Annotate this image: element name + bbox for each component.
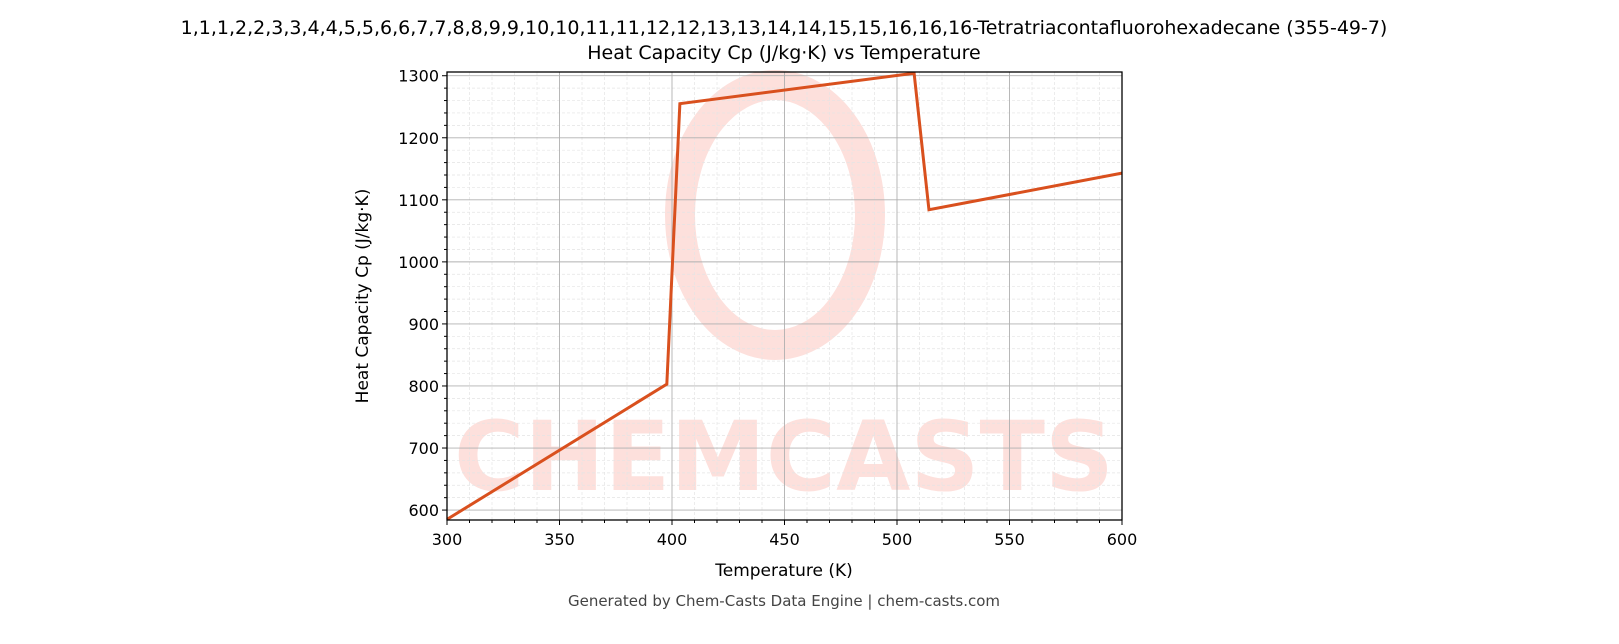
watermark-text: CHEMCASTS <box>454 401 1114 513</box>
x-axis-label: Temperature (K) <box>714 561 853 581</box>
y-tick-label: 800 <box>408 377 439 396</box>
watermark: CHEMCASTS <box>454 70 1114 513</box>
y-tick-label: 1000 <box>398 253 439 272</box>
y-tick-label: 1100 <box>398 191 439 210</box>
y-tick-label: 900 <box>408 315 439 334</box>
chart-title: 1,1,1,2,2,3,3,4,4,5,5,6,6,7,7,8,8,9,9,10… <box>181 17 1388 39</box>
x-tick-label: 600 <box>1107 530 1138 549</box>
y-tick-label: 700 <box>408 439 439 458</box>
x-tick-label: 300 <box>432 530 463 549</box>
x-tick-label: 400 <box>657 530 688 549</box>
x-tick-label: 550 <box>994 530 1025 549</box>
x-tick-label: 500 <box>882 530 913 549</box>
footer-credit: Generated by Chem-Casts Data Engine | ch… <box>568 592 1000 610</box>
x-tick-label: 350 <box>544 530 575 549</box>
plot-frame <box>446 71 1123 521</box>
series-line <box>446 71 1123 521</box>
y-tick-label: 600 <box>408 501 439 520</box>
x-tick-label: 450 <box>769 530 800 549</box>
y-tick-label: 1300 <box>398 67 439 86</box>
data-points <box>446 73 1123 520</box>
y-tick-label: 1200 <box>398 129 439 148</box>
y-axis-label: Heat Capacity Cp (J/kg·K) <box>353 189 373 404</box>
chart-subtitle: Heat Capacity Cp (J/kg·K) vs Temperature <box>587 42 981 64</box>
